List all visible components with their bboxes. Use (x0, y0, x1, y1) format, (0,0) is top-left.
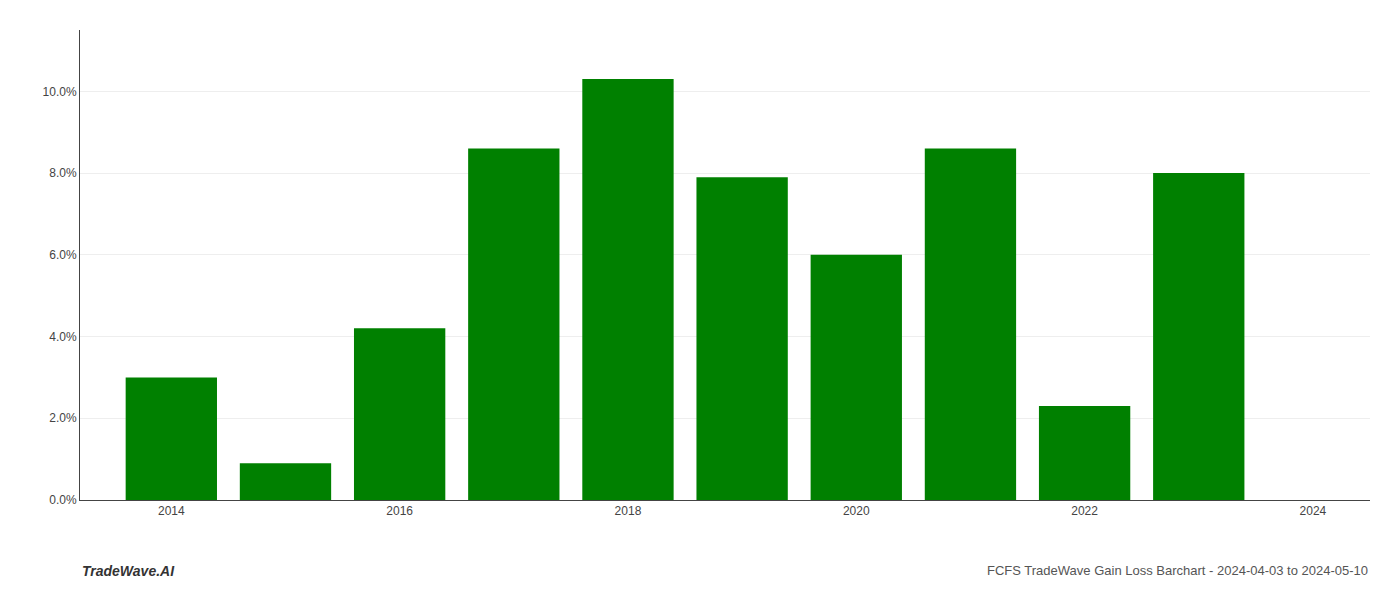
svg-text:8.0%: 8.0% (49, 166, 77, 180)
svg-text:10.0%: 10.0% (43, 85, 77, 99)
svg-text:2022: 2022 (1071, 504, 1098, 518)
svg-text:FCFS TradeWave Gain Loss Barch: FCFS TradeWave Gain Loss Barchart - 2024… (987, 563, 1368, 578)
svg-text:2.0%: 2.0% (49, 411, 77, 425)
svg-text:6.0%: 6.0% (49, 248, 77, 262)
svg-text:2020: 2020 (843, 504, 870, 518)
svg-text:0.0%: 0.0% (49, 493, 77, 507)
svg-text:2024: 2024 (1300, 504, 1327, 518)
svg-text:2016: 2016 (386, 504, 413, 518)
svg-text:2018: 2018 (615, 504, 642, 518)
svg-text:TradeWave.AI: TradeWave.AI (82, 563, 175, 579)
svg-text:4.0%: 4.0% (49, 330, 77, 344)
svg-text:2014: 2014 (158, 504, 185, 518)
